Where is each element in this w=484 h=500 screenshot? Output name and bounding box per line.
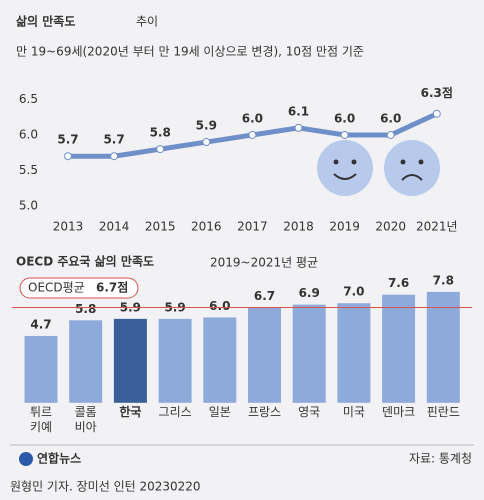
x-tick-label: 2020: [375, 220, 406, 234]
value-label: 6.0: [334, 111, 355, 125]
x-tick-label: 2014: [99, 220, 130, 234]
chart-title: OECD 주요국 삶의 만족도: [16, 254, 154, 269]
x-tick-label: 튀르 키예: [29, 405, 53, 434]
logo: 연합뉴스: [37, 451, 81, 466]
value-label: 6.0: [242, 111, 263, 125]
point: [110, 152, 119, 161]
reference-label: OECD평균: [28, 281, 85, 295]
point: [64, 152, 72, 161]
y-tick-label: 6.0: [19, 127, 38, 141]
x-tick-label: 덴마크: [382, 405, 416, 419]
logo-icon: [19, 452, 33, 466]
x-tick-label: 핀란드: [426, 405, 460, 419]
bar: [158, 318, 192, 403]
x-tick-label: 2021년: [416, 220, 458, 234]
value-label: 5.7: [103, 133, 124, 147]
bar: [382, 294, 416, 403]
x-tick-label: 일본: [208, 405, 231, 419]
bar: [337, 303, 371, 403]
source: 자료: 통계청: [409, 452, 472, 466]
subtitle: 2019~2021년 평균: [210, 256, 318, 270]
x-tick-label: 2016: [191, 220, 222, 234]
point: [248, 130, 257, 139]
x-tick-label: 2015: [145, 220, 176, 234]
point: [294, 123, 303, 132]
y-tick-label: 5.0: [19, 198, 38, 212]
value-label: 6.1: [288, 104, 309, 118]
value-label: 5.7: [57, 133, 78, 147]
value-label: 7.0: [343, 285, 364, 299]
bar: [248, 307, 281, 403]
value-label: 6.0: [209, 299, 230, 313]
subtitle: 만 19~69세(2020년 부터 만 19세 이상으로 변경), 10점 만점…: [16, 45, 364, 59]
x-tick-label: 2017: [237, 220, 268, 234]
point: [386, 130, 395, 139]
chart-title: 삶의 만족도: [16, 14, 75, 29]
x-tick-label: 2018: [283, 220, 314, 234]
faces: [317, 140, 440, 196]
value-label: 5.9: [196, 119, 217, 133]
x-tick-label: 그리스: [158, 405, 192, 419]
reference-box: [19, 277, 139, 299]
x-tick-label: 영국: [298, 405, 321, 419]
y-tick-label: 6.5: [19, 92, 38, 106]
reference-value: 6.7점: [96, 280, 128, 295]
point: [340, 130, 349, 139]
y-tick-label: 5.5: [19, 163, 38, 177]
x-tick-label: 2019: [329, 220, 360, 234]
bar: [113, 318, 147, 403]
bar: [24, 335, 58, 403]
point: [156, 145, 165, 154]
chart-title-suffix: 추이: [136, 15, 158, 29]
value-label: 7.8: [433, 273, 454, 287]
value-label: 5.8: [75, 302, 96, 316]
bar: [292, 304, 326, 403]
value-label: 6.3점: [421, 85, 453, 100]
x-tick-label: 콜롬 비아: [74, 405, 97, 434]
point: [202, 138, 211, 147]
bar: [426, 291, 460, 403]
value-label: 6.0: [380, 111, 401, 125]
byline: 원형민 기자. 장미선 인턴 20230220: [10, 480, 201, 494]
value-label: 6.7: [254, 289, 275, 303]
value-label: 6.9: [299, 286, 320, 300]
point: [432, 109, 441, 118]
x-tick-label: 한국: [119, 405, 142, 419]
x-tick-label: 프랑스: [247, 405, 282, 419]
value-label: 5.8: [150, 126, 171, 140]
x-tick-label: 2013: [53, 220, 84, 234]
x-tick-label: 미국: [342, 405, 365, 419]
value-label: 7.6: [388, 276, 409, 290]
bar: [69, 320, 103, 403]
bar: [203, 317, 237, 403]
value-label: 4.7: [30, 317, 51, 331]
